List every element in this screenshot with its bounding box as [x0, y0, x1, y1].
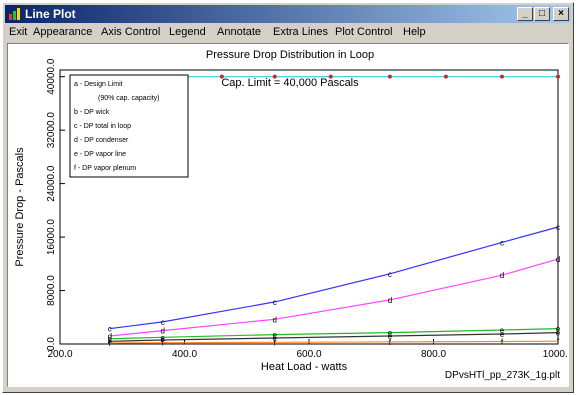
menu-extra-lines[interactable]: Extra Lines [273, 26, 329, 38]
y-tick-label: 40000.0 [46, 58, 57, 95]
data-point-label: e [108, 337, 113, 346]
close-button[interactable]: × [553, 7, 569, 21]
data-point-label: e [273, 334, 278, 343]
data-point-label: d [160, 327, 164, 336]
data-point [387, 74, 392, 79]
x-axis-label: Heat Load - watts [261, 361, 348, 373]
minimize-button[interactable]: _ [517, 7, 533, 21]
data-point-label: d [556, 255, 560, 264]
data-point-label: e [160, 333, 165, 342]
x-tick-label: 1000.0 [543, 349, 568, 360]
x-tick-label: 600.0 [296, 349, 321, 360]
y-tick-label: 24000.0 [46, 165, 57, 202]
legend-entry: a - Design Limit [74, 81, 123, 88]
legend-entry: (90% cap. capacity) [98, 95, 159, 102]
maximize-button[interactable]: □ [534, 7, 550, 21]
data-point-label: e [556, 325, 561, 334]
file-name-annotation: DPvsHTl_pp_273K_1g.plt [445, 370, 560, 381]
x-tick-label: 200.0 [47, 349, 72, 360]
data-point-label: e [273, 331, 278, 340]
menu-appearance[interactable]: Appearance [33, 26, 93, 38]
y-tick-label: 0.0 [46, 337, 57, 351]
series-line [109, 328, 559, 340]
menu-legend[interactable]: Legend [169, 26, 206, 38]
data-point-label: e [500, 330, 505, 339]
menu-bar: Exit Appearance Axis Control Legend Anno… [5, 24, 571, 41]
menu-annotate[interactable]: Annotate [217, 26, 262, 38]
app-icon [9, 8, 20, 20]
y-tick-label: 16000.0 [46, 219, 57, 256]
data-point-label: c [556, 223, 560, 232]
data-point-label: f [274, 338, 277, 347]
data-point-label: f [557, 337, 560, 346]
data-point [556, 74, 560, 79]
data-point-label: c [108, 325, 112, 334]
data-point-label: d [273, 315, 277, 324]
data-point-label: e [388, 329, 393, 338]
y-tick-label: 8000.0 [46, 275, 57, 306]
data-point-label: d [108, 332, 112, 341]
chart-title: Pressure Drop Distribution in Loop [206, 49, 374, 61]
legend-entry: d - DP condenser [74, 137, 129, 144]
data-point-label: e [388, 332, 393, 341]
series-line [109, 340, 559, 344]
legend-entry: f - DP vapor plenum [74, 165, 136, 172]
menu-exit[interactable]: Exit [9, 26, 28, 38]
plot-area: Pressure Drop Distribution in Loop Cap. … [7, 43, 574, 387]
legend-box [69, 74, 189, 178]
data-point-label: d [500, 271, 504, 280]
data-point-label: e [556, 329, 561, 338]
series-line [109, 332, 559, 342]
menu-help[interactable]: Help [403, 26, 426, 38]
data-point-label: c [388, 270, 392, 279]
legend-entry: c - DP total in loop [74, 123, 131, 130]
y-tick-label: 32000.0 [46, 112, 57, 149]
data-point-label: e [108, 335, 113, 344]
series-line [109, 258, 559, 337]
legend-entry: b - DP wick [74, 109, 110, 116]
data-point-label: e [160, 336, 165, 345]
title-bar[interactable]: Line Plot _ □ × [5, 5, 571, 23]
data-point [328, 74, 333, 79]
menu-plot-control[interactable]: Plot Control [335, 26, 393, 38]
series-line [109, 226, 559, 330]
data-point-label: f [501, 337, 504, 346]
cap-limit-annotation: Cap. Limit = 40,000 Pascals [221, 77, 359, 89]
data-point-label: d [388, 296, 392, 305]
data-point-label: c [161, 318, 165, 327]
x-tick-label: 400.0 [172, 349, 197, 360]
data-point-label: f [389, 338, 392, 347]
data-point-label: f [162, 339, 165, 348]
data-point-label: e [500, 326, 505, 335]
data-point [443, 74, 448, 79]
legend-entry: e - DP vapor line [74, 151, 126, 158]
y-axis-label: Pressure Drop - Pascals [14, 147, 26, 267]
window-title: Line Plot [25, 7, 76, 21]
menu-axis-control[interactable]: Axis Control [101, 26, 161, 38]
data-point [219, 74, 224, 79]
data-point-label: f [109, 339, 112, 348]
data-point [272, 74, 277, 79]
data-point [499, 74, 504, 79]
data-point-label: c [500, 238, 504, 247]
x-tick-label: 800.0 [421, 349, 446, 360]
line-chart: Pressure Drop Distribution in Loop Cap. … [14, 49, 574, 381]
data-point-label: c [273, 298, 277, 307]
